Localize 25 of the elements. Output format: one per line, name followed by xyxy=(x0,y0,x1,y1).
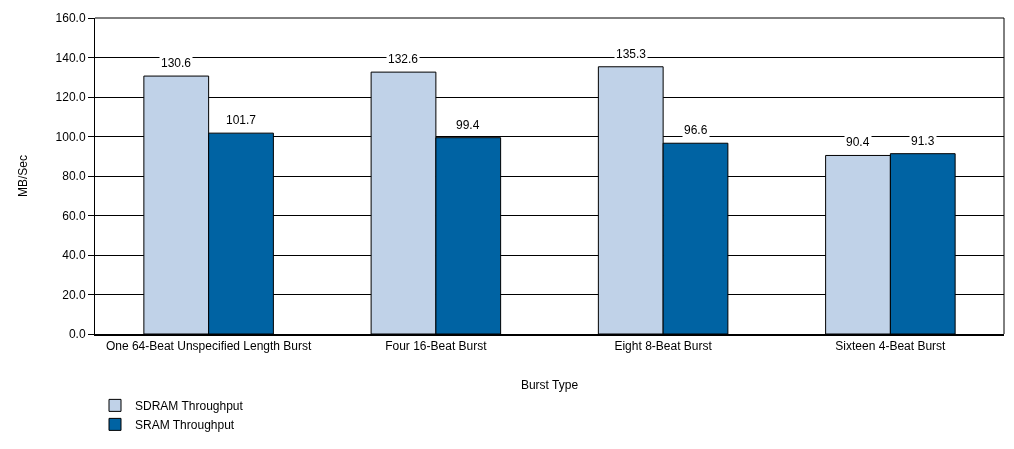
x-tick-label: Sixteen 4-Beat Burst xyxy=(835,339,947,354)
data-label: 99.4 xyxy=(456,118,480,132)
y-tick-label: 100.0 xyxy=(55,129,86,144)
data-label: 90.4 xyxy=(846,135,870,149)
data-label: 130.6 xyxy=(161,56,192,70)
y-tick-label: 140.0 xyxy=(55,50,86,65)
y-tick-label: 60.0 xyxy=(62,208,86,223)
y-tick-label: 160.0 xyxy=(55,11,86,26)
x-axis-title: Burst Type xyxy=(520,377,579,392)
data-label: 91.3 xyxy=(911,134,935,148)
x-tick-label: Eight 8-Beat Burst xyxy=(614,339,713,354)
x-tick-label: Four 16-Beat Burst xyxy=(385,339,488,354)
y-tick-label: 0.0 xyxy=(68,327,86,342)
data-label: 135.3 xyxy=(616,47,647,61)
y-tick-label: 120.0 xyxy=(55,90,86,105)
data-label: 132.6 xyxy=(388,52,419,66)
y-axis-title: MB/Sec xyxy=(15,154,30,198)
y-tick-label: 40.0 xyxy=(62,248,86,263)
legend-label: SDRAM Throughput xyxy=(135,399,244,414)
data-label: 96.6 xyxy=(684,123,708,137)
y-tick-label: 80.0 xyxy=(62,169,86,184)
x-tick-label: One 64-Beat Unspecified Length Burst xyxy=(105,339,313,354)
y-tick-label: 20.0 xyxy=(62,287,86,302)
data-label: 101.7 xyxy=(226,113,257,127)
legend-label: SRAM Throughput xyxy=(135,418,235,433)
